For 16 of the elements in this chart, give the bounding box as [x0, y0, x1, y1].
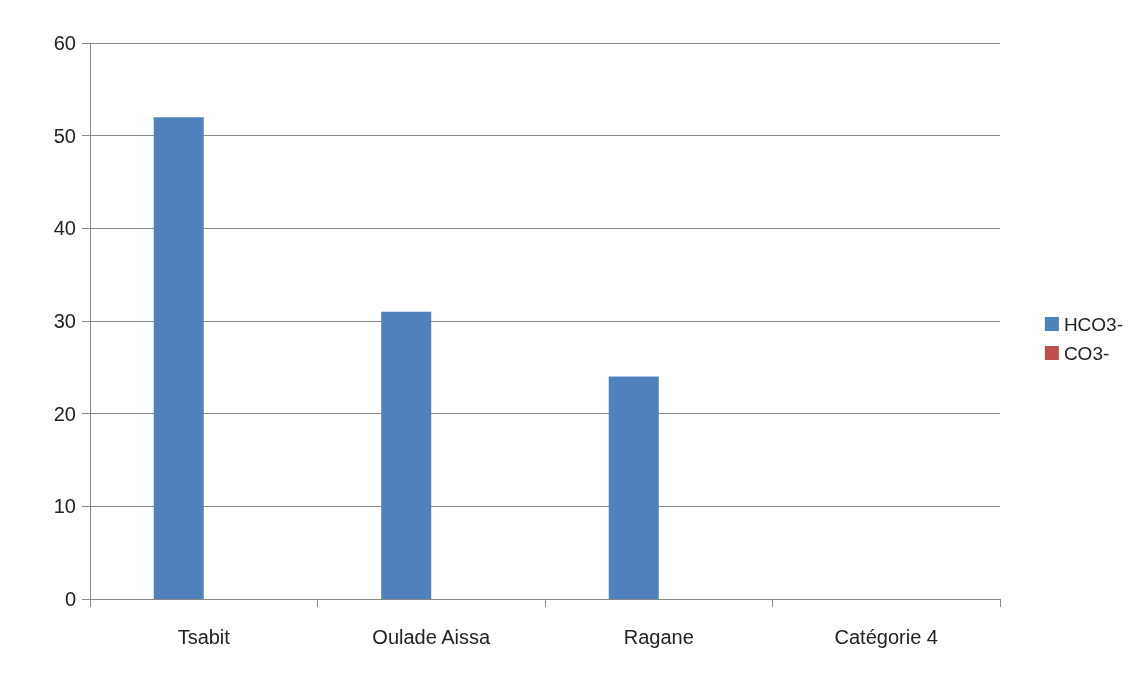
- x-tick-label: Tsabit: [177, 626, 231, 648]
- x-tick-label: Catégorie 4: [834, 626, 938, 648]
- y-tick-label: 60: [53, 32, 76, 54]
- bar: [381, 311, 432, 599]
- x-tick-label: Ragane: [623, 626, 694, 648]
- y-tick-label: 20: [53, 402, 76, 425]
- legend-label: CO3-: [1063, 342, 1110, 364]
- legend-label: HCO3-: [1063, 313, 1124, 335]
- y-tick-label: 40: [53, 217, 76, 240]
- y-tick-label: 50: [53, 124, 76, 147]
- bar: [153, 117, 204, 599]
- y-tick-label: 0: [64, 588, 76, 610]
- y-tick-label: 10: [53, 495, 76, 518]
- x-tick-label: Oulade Aissa: [372, 626, 492, 648]
- y-tick-label: 30: [53, 310, 76, 332]
- bar: [608, 376, 659, 599]
